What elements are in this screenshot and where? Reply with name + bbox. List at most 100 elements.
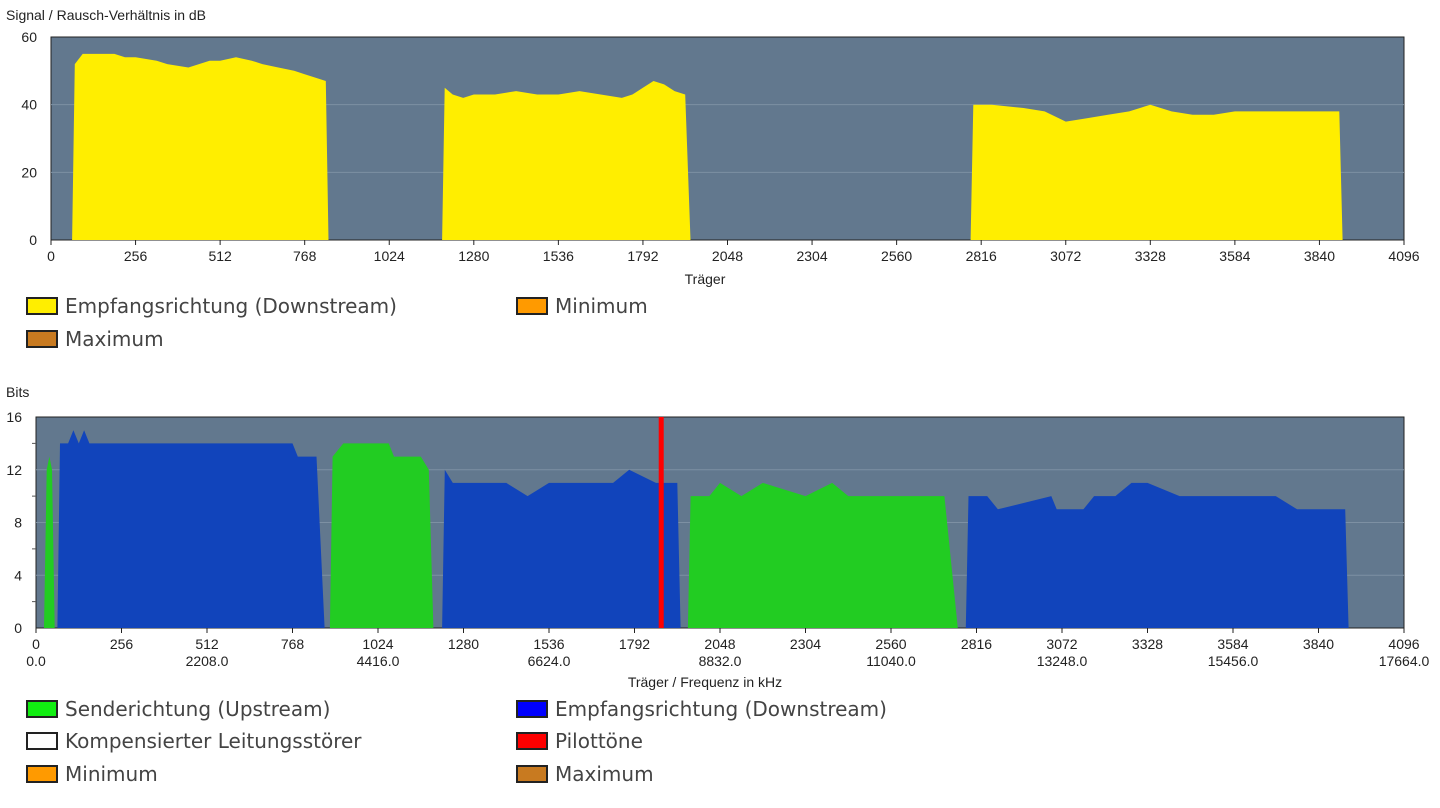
freq-tick-label-2560: 11040.0 <box>866 653 916 669</box>
x-tick-label-1280: 1280 <box>458 248 489 264</box>
bits-legend-crosstalk: Kompensierter Leitungsstörer <box>26 729 362 753</box>
x-tick-label-2048: 2048 <box>712 248 743 264</box>
x-tick-label-3840: 3840 <box>1304 248 1335 264</box>
x-tick-label-2816: 2816 <box>961 636 992 652</box>
x-tick-label-3072: 3072 <box>1046 636 1077 652</box>
snr-legend-minimum-swatch <box>516 297 548 315</box>
bits-legend-maximum-swatch <box>516 765 548 783</box>
x-tick-label-0: 0 <box>32 636 40 652</box>
x-tick-label-2304: 2304 <box>790 636 821 652</box>
bits-legend-downstream-swatch <box>516 700 548 718</box>
x-tick-label-2560: 2560 <box>881 248 912 264</box>
x-tick-label-3584: 3584 <box>1217 636 1248 652</box>
x-tick-label-3328: 3328 <box>1135 248 1166 264</box>
freq-tick-label-1024: 4416.0 <box>357 653 400 669</box>
downstream-area-segment-3 <box>965 482 1349 628</box>
bits-y-axis: 0 4 8 12 16 <box>6 409 36 636</box>
pilot-tone-marker <box>658 417 664 628</box>
bits-ylabel: Bits <box>6 384 29 400</box>
y-tick-label-0: 0 <box>29 232 37 248</box>
y-tick-label-12: 12 <box>6 462 22 478</box>
bits-legend-minimum: Minimum <box>26 762 158 786</box>
bits-legend-crosstalk-swatch <box>26 732 58 750</box>
bits-legend-downstream-label: Empfangsrichtung (Downstream) <box>555 697 887 721</box>
x-tick-label-4096: 4096 <box>1388 248 1419 264</box>
snr-legend-minimum-label: Minimum <box>555 294 648 318</box>
bits-legend-pilot-label: Pilottöne <box>555 729 643 753</box>
x-tick-label-3328: 3328 <box>1132 636 1163 652</box>
x-tick-label-1792: 1792 <box>627 248 658 264</box>
freq-tick-label-512: 2208.0 <box>186 653 229 669</box>
x-tick-label-768: 768 <box>281 636 305 652</box>
freq-tick-label-0: 0.0 <box>26 653 46 669</box>
x-tick-label-768: 768 <box>293 248 317 264</box>
bits-legend-upstream-swatch <box>26 700 58 718</box>
bits-xlabel: Träger / Frequenz in kHz <box>628 674 782 690</box>
bits-legend-pilot-swatch <box>516 732 548 750</box>
bits-x-axis: 0 256 512 768 1024 1280 1536 1792 2048 2304 2560 28… <box>26 628 1430 669</box>
snr-downstream-area-segment-1 <box>72 53 329 241</box>
bits-legend-pilot: Pilottöne <box>516 729 643 753</box>
x-tick-label-2816: 2816 <box>966 248 997 264</box>
snr-downstream-area-segment-2 <box>442 81 691 240</box>
x-tick-label-2048: 2048 <box>704 636 735 652</box>
snr-legend-minimum: Minimum <box>516 294 648 318</box>
x-tick-label-1536: 1536 <box>533 636 564 652</box>
y-tick-label-8: 8 <box>14 515 22 531</box>
snr-x-axis: 0 256 512 768 1024 1280 1536 1792 2048 2304 2560 28… <box>47 240 1420 264</box>
freq-tick-label-1536: 6624.0 <box>528 653 571 669</box>
snr-legend: Empfangsrichtung (Downstream) Minimum Ma… <box>26 294 926 360</box>
x-tick-label-512: 512 <box>208 248 232 264</box>
bits-legend-maximum-label: Maximum <box>555 762 654 786</box>
snr-legend-downstream: Empfangsrichtung (Downstream) <box>26 294 397 318</box>
bits-chart: Bits 0 4 8 12 16 0 256 512 768 1024 1280 1536 1792 2… <box>6 384 1430 690</box>
pilot-tone-bar-1872 <box>658 417 664 628</box>
snr-downstream-area-segment-3 <box>970 104 1343 240</box>
bits-legend-maximum: Maximum <box>516 762 654 786</box>
x-tick-label-512: 512 <box>195 636 219 652</box>
upstream-area-segment-3 <box>687 482 958 628</box>
snr-legend-maximum: Maximum <box>26 327 164 351</box>
bits-legend-crosstalk-label: Kompensierter Leitungsstörer <box>65 729 362 753</box>
freq-tick-label-3584: 15456.0 <box>1208 653 1259 669</box>
upstream-area-segment-2 <box>329 443 434 628</box>
x-tick-label-3584: 3584 <box>1219 248 1250 264</box>
snr-chart: Signal / Rausch-Verhältnis in dB 0 20 40 60… <box>6 7 1420 287</box>
y-tick-label-4: 4 <box>14 567 22 583</box>
y-tick-label-16: 16 <box>6 409 22 425</box>
x-tick-label-256: 256 <box>110 636 134 652</box>
x-tick-label-2560: 2560 <box>875 636 906 652</box>
snr-legend-downstream-label: Empfangsrichtung (Downstream) <box>65 294 397 318</box>
y-tick-label-20: 20 <box>21 164 37 180</box>
downstream-area-segment-2 <box>442 469 681 628</box>
snr-ylabel: Signal / Rausch-Verhältnis in dB <box>6 7 206 23</box>
x-tick-label-1024: 1024 <box>362 636 393 652</box>
x-tick-label-1536: 1536 <box>543 248 574 264</box>
bits-legend-upstream: Senderichtung (Upstream) <box>26 697 330 721</box>
bits-legend-downstream: Empfangsrichtung (Downstream) <box>516 697 887 721</box>
snr-y-axis: 0 20 40 60 <box>21 29 37 248</box>
y-tick-label-0: 0 <box>14 620 22 636</box>
x-tick-label-1280: 1280 <box>448 636 479 652</box>
x-tick-label-0: 0 <box>47 248 55 264</box>
x-tick-label-3840: 3840 <box>1303 636 1334 652</box>
bits-legend-minimum-label: Minimum <box>65 762 158 786</box>
freq-tick-label-3072: 13248.0 <box>1037 653 1088 669</box>
y-tick-label-60: 60 <box>21 29 37 45</box>
bits-areas <box>44 430 1349 628</box>
x-tick-label-1024: 1024 <box>374 248 405 264</box>
upstream-area-segment-1 <box>44 456 55 628</box>
bits-legend: Senderichtung (Upstream) Empfangsrichtun… <box>26 697 926 797</box>
snr-legend-downstream-swatch <box>26 297 58 315</box>
freq-tick-label-4096: 17664.0 <box>1379 653 1430 669</box>
bits-legend-minimum-swatch <box>26 765 58 783</box>
snr-xlabel: Träger <box>685 271 726 287</box>
x-tick-label-1792: 1792 <box>619 636 650 652</box>
x-tick-label-3072: 3072 <box>1050 248 1081 264</box>
x-tick-label-4096: 4096 <box>1388 636 1419 652</box>
snr-legend-maximum-label: Maximum <box>65 327 164 351</box>
x-tick-label-2304: 2304 <box>796 248 827 264</box>
freq-tick-label-2048: 8832.0 <box>699 653 742 669</box>
downstream-area-segment-1 <box>57 430 325 628</box>
